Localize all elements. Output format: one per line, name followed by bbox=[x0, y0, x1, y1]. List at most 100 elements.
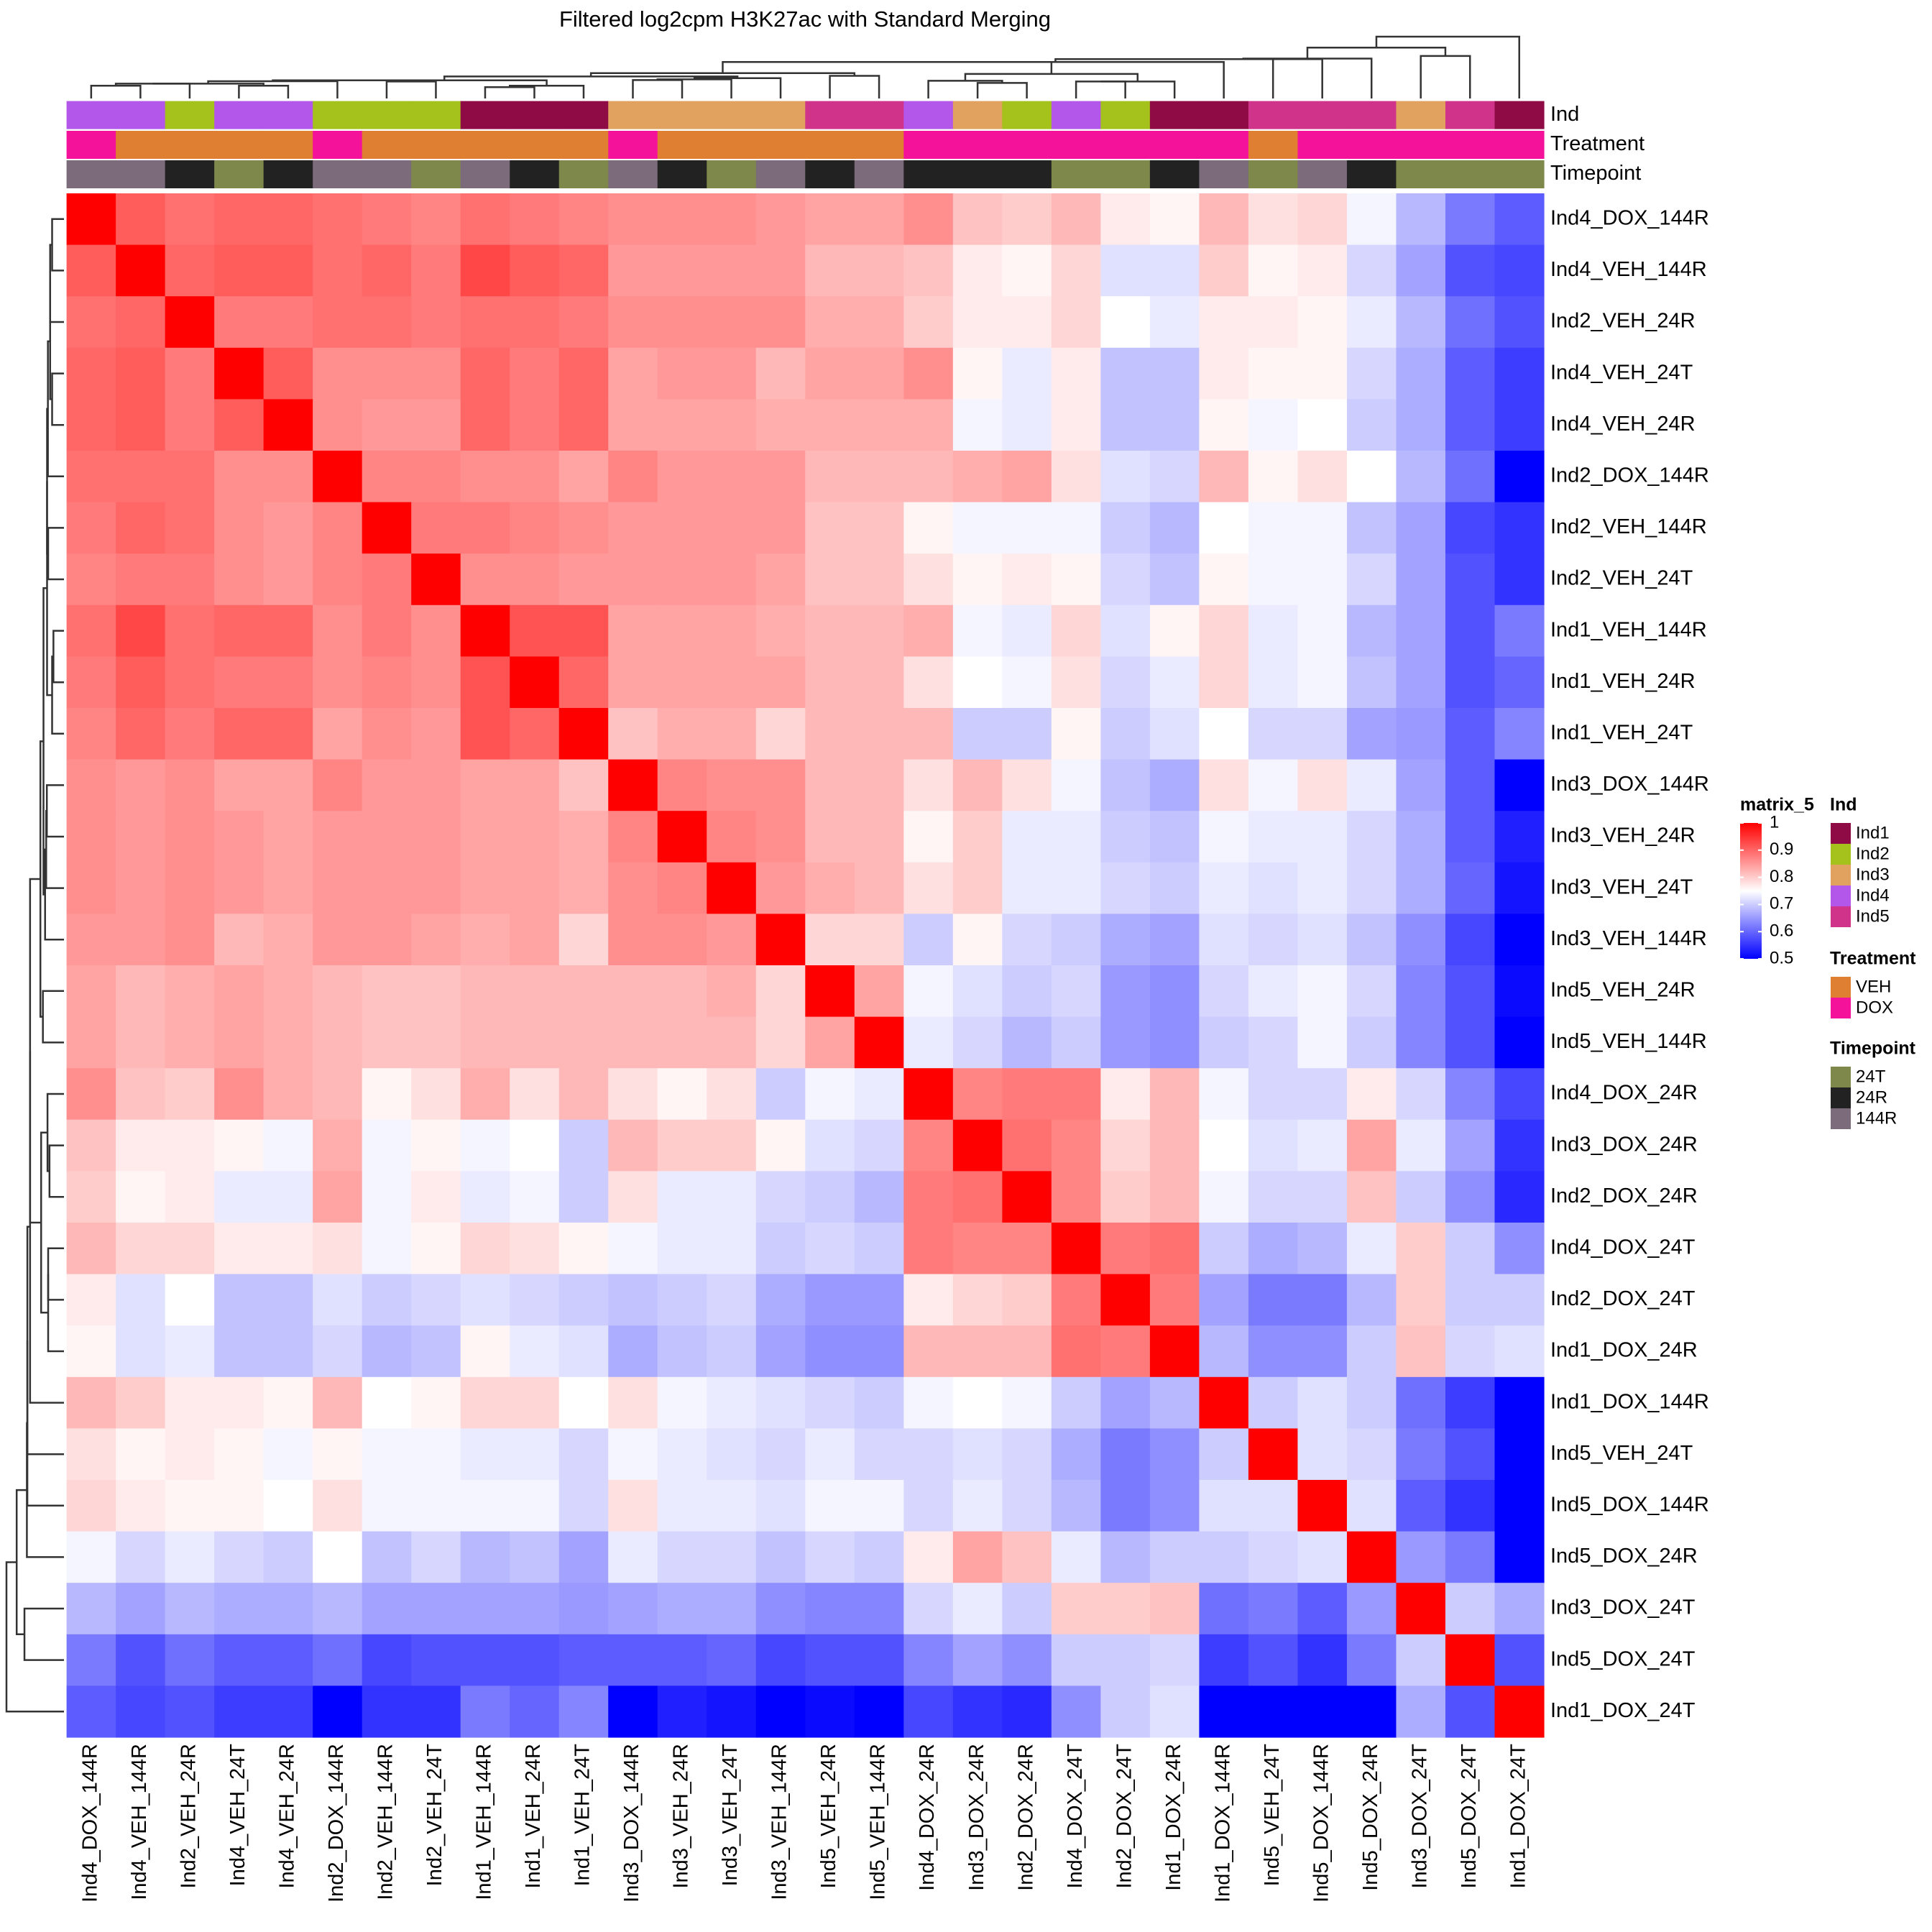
annotation-cell bbox=[1199, 131, 1249, 159]
heatmap-cell bbox=[411, 399, 461, 451]
heatmap-cell bbox=[854, 1428, 904, 1481]
column-dendrogram bbox=[964, 73, 1139, 82]
column-label: Ind2_VEH_24T bbox=[423, 1744, 446, 1887]
heatmap-cell bbox=[116, 1583, 166, 1635]
legend-label: 24R bbox=[1856, 1087, 1887, 1107]
heatmap-cell bbox=[903, 1634, 954, 1686]
heatmap-cell bbox=[263, 244, 313, 297]
legend-tick-label: 0.9 bbox=[1770, 840, 1793, 859]
heatmap-cell bbox=[1149, 553, 1200, 606]
heatmap-cell bbox=[854, 1068, 904, 1121]
column-label: Ind2_VEH_144R bbox=[374, 1744, 397, 1900]
heatmap-cell bbox=[854, 1634, 904, 1686]
heatmap-cell bbox=[116, 1068, 166, 1121]
heatmap-cell bbox=[1051, 296, 1101, 349]
heatmap-cell bbox=[510, 1531, 560, 1583]
row-dendrogram bbox=[39, 740, 44, 1018]
heatmap-cell bbox=[165, 1119, 215, 1172]
heatmap-cell bbox=[362, 1428, 412, 1481]
heatmap-cell bbox=[1002, 1016, 1052, 1069]
heatmap-cell bbox=[1100, 862, 1151, 914]
annotation-cell bbox=[1002, 160, 1052, 188]
annotation-cell bbox=[313, 131, 363, 159]
heatmap-cell bbox=[1002, 811, 1052, 863]
heatmap-cell bbox=[165, 1376, 215, 1429]
heatmap-cell bbox=[657, 1376, 707, 1429]
row-dendrogram bbox=[49, 283, 52, 400]
annotation-cell bbox=[903, 131, 954, 159]
heatmap-cell bbox=[608, 1068, 658, 1121]
heatmap-cell bbox=[1051, 1325, 1101, 1378]
heatmap-cell bbox=[165, 1428, 215, 1481]
heatmap-cell bbox=[66, 811, 116, 863]
heatmap-cell bbox=[657, 1325, 707, 1378]
legend-swatch bbox=[1831, 1067, 1851, 1087]
heatmap-cell bbox=[1297, 811, 1348, 863]
annotation-cell bbox=[263, 101, 313, 129]
annotation-cell bbox=[805, 101, 855, 129]
heatmap-cell bbox=[362, 1068, 412, 1121]
heatmap-cell bbox=[1100, 1171, 1151, 1223]
heatmap-cell bbox=[66, 193, 116, 246]
heatmap-cell bbox=[313, 1685, 363, 1738]
heatmap-cell bbox=[165, 347, 215, 400]
column-dendrogram bbox=[385, 80, 437, 98]
annotation-cell bbox=[1149, 160, 1200, 188]
column-dendrogram bbox=[1054, 58, 1274, 98]
heatmap-cell bbox=[1149, 1325, 1200, 1378]
heatmap-cell bbox=[1396, 347, 1446, 400]
heatmap-cell bbox=[854, 1016, 904, 1069]
annotation-cell bbox=[1346, 101, 1397, 129]
heatmap-cell bbox=[313, 811, 363, 863]
heatmap-cell bbox=[558, 193, 609, 246]
heatmap-cell bbox=[657, 1480, 707, 1532]
annotation-cell bbox=[460, 101, 510, 129]
heatmap-cell bbox=[1051, 193, 1101, 246]
heatmap-cell bbox=[854, 347, 904, 400]
heatmap-cell bbox=[165, 553, 215, 606]
heatmap-cell bbox=[460, 811, 510, 863]
annotation-cell bbox=[1149, 101, 1200, 129]
row-label: Ind3_VEH_24R bbox=[1550, 824, 1696, 847]
heatmap-cell bbox=[214, 862, 264, 914]
heatmap-cell bbox=[510, 1016, 560, 1069]
heatmap-cell bbox=[805, 244, 855, 297]
heatmap-cell bbox=[214, 1428, 264, 1481]
heatmap-cell bbox=[903, 193, 954, 246]
row-dendrogram bbox=[52, 630, 64, 684]
annotation-cell bbox=[1051, 131, 1101, 159]
heatmap-cell bbox=[411, 1376, 461, 1429]
heatmap-cell bbox=[1297, 1171, 1348, 1223]
heatmap-cell bbox=[510, 1325, 560, 1378]
heatmap-cell bbox=[165, 1634, 215, 1686]
heatmap-cell bbox=[1297, 965, 1348, 1018]
heatmap-cell bbox=[707, 1634, 757, 1686]
heatmap-cell bbox=[805, 1016, 855, 1069]
heatmap-cell bbox=[952, 1428, 1003, 1481]
heatmap-cell bbox=[116, 193, 166, 246]
annotation-cell bbox=[1100, 160, 1151, 188]
heatmap-cell bbox=[116, 862, 166, 914]
heatmap-cell bbox=[854, 1171, 904, 1223]
heatmap-cell bbox=[952, 1274, 1003, 1326]
heatmap-cell bbox=[362, 656, 412, 709]
annotation-cell bbox=[362, 101, 412, 129]
annotation-cell bbox=[510, 101, 560, 129]
heatmap-cell bbox=[66, 604, 116, 657]
heatmap-cell bbox=[313, 1119, 363, 1172]
heatmap-cell bbox=[1396, 502, 1446, 554]
heatmap-cell bbox=[1297, 296, 1348, 349]
annotation-cell bbox=[1248, 160, 1299, 188]
heatmap-cell bbox=[263, 1531, 313, 1583]
annotation-cell bbox=[362, 131, 412, 159]
legend-tick-label: 0.5 bbox=[1770, 948, 1793, 967]
heatmap-cell bbox=[362, 553, 412, 606]
heatmap-cell bbox=[1100, 502, 1151, 554]
heatmap-cell bbox=[952, 1223, 1003, 1275]
heatmap-cell bbox=[510, 244, 560, 297]
heatmap-cell bbox=[1199, 1016, 1249, 1069]
heatmap-cell bbox=[1396, 1171, 1446, 1223]
heatmap-cell bbox=[1051, 399, 1101, 451]
heatmap-cell bbox=[1100, 1274, 1151, 1326]
heatmap-cell bbox=[854, 244, 904, 297]
